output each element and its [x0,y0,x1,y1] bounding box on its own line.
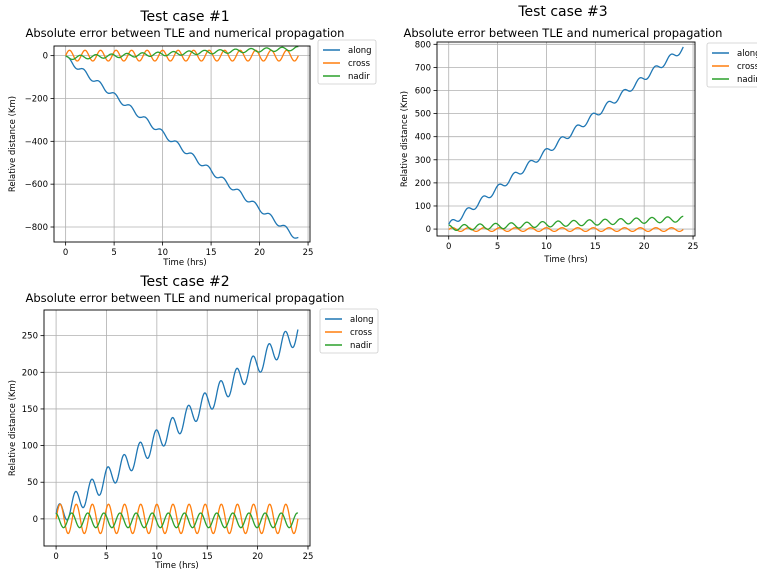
series-line-along [55,329,299,521]
y-axis-label: Relative distance (Km) [8,380,18,476]
x-tick-label: 0 [53,552,58,562]
chart-subtitle: Absolute error between TLE and numerical… [26,26,345,40]
axes-frame [43,309,311,547]
y-tick-label: −400 [25,137,48,147]
x-tick-label: 20 [252,552,263,562]
y-axis-label: Relative distance (Km) [8,96,18,192]
legend-box [706,42,757,88]
x-tick-label: 5 [104,552,109,562]
chart-title: Test case #2 [139,274,229,290]
y-tick-label: 250 [22,332,38,342]
legend-label-along: along [348,46,372,56]
chart-test-case-3: Test case #3 Absolute error between TLE a… [400,4,757,265]
y-tick-label: 0 [426,225,431,235]
y-tick-label: 700 [415,63,431,73]
legend-label-cross: cross [348,59,371,69]
y-axis-label: Relative distance (Km) [400,91,410,187]
y-tick-label: −200 [25,94,48,104]
series-line-cross [448,227,684,233]
x-tick-label: 15 [590,242,601,252]
y-tick-label: 100 [22,442,38,452]
x-tick-label: 10 [541,242,552,252]
x-tick-label: 5 [111,248,116,258]
x-tick-label: 20 [639,242,650,252]
legend-label-cross: cross [350,328,373,338]
legend-label-nadir: nadir [737,75,757,85]
x-axis-label: Time (hrs) [543,255,587,265]
y-tick-label: −600 [25,180,48,190]
y-tick-label: 0 [43,52,48,62]
y-tick-label: 0 [33,515,38,525]
x-tick-label: 25 [688,242,699,252]
x-tick-label: 10 [151,552,162,562]
axes-frame [53,45,311,243]
axes-frame [436,41,696,237]
x-tick-label: 5 [495,242,500,252]
x-axis-label: Time (hrs) [162,258,206,268]
chart-title: Test case #3 [517,4,607,20]
legend-label-along: along [350,315,374,325]
x-tick-label: 15 [202,552,213,562]
legend-box [319,308,379,354]
x-tick-label: 15 [206,248,217,258]
series-line-along [448,46,684,225]
y-tick-label: 800 [415,40,431,50]
series-line-cross [55,503,299,535]
x-tick-label: 0 [63,248,68,258]
x-tick-label: 25 [303,248,314,258]
y-tick-label: 200 [22,368,38,378]
y-tick-label: 500 [415,110,431,120]
legend-label-along: along [737,49,757,59]
y-tick-label: 300 [415,156,431,166]
y-tick-label: −800 [25,223,48,233]
legend-label-nadir: nadir [348,72,370,82]
series-line-nadir [55,512,299,529]
y-tick-label: 100 [415,202,431,212]
y-tick-label: 600 [415,87,431,97]
chart-subtitle: Absolute error between TLE and numerical… [26,291,345,305]
chart-subtitle: Absolute error between TLE and numerical… [404,26,723,40]
legend-label-nadir: nadir [350,341,372,351]
series-line-nadir [448,215,684,232]
y-tick-label: 200 [415,179,431,189]
x-tick-label: 20 [254,248,265,258]
series-line-along [65,55,299,239]
legend-label-cross: cross [737,62,757,72]
series-line-nadir [65,46,299,61]
x-tick-label: 0 [446,242,451,252]
x-tick-label: 25 [303,552,314,562]
legend-box [317,39,377,85]
y-tick-label: 400 [415,133,431,143]
y-tick-label: 50 [27,478,38,488]
chart-title: Test case #1 [139,9,229,25]
y-tick-label: 150 [22,405,38,415]
x-axis-label: Time (hrs) [154,561,198,571]
x-tick-label: 10 [157,248,168,258]
